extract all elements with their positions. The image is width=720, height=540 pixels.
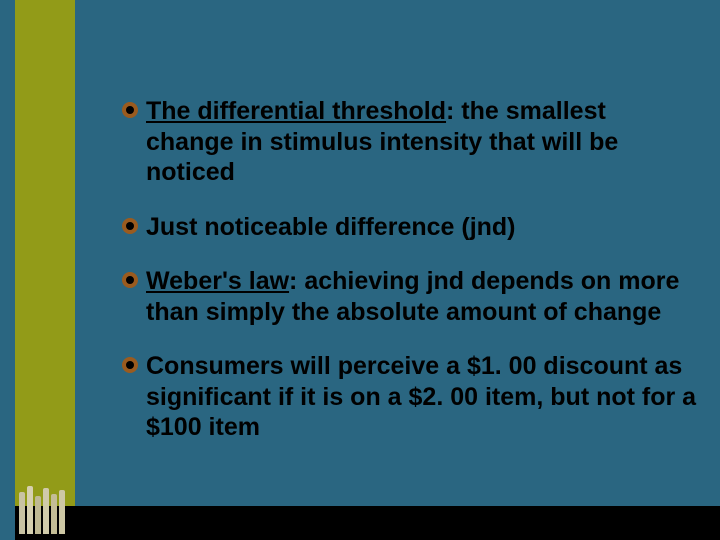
slide: The differential threshold: the smallest… bbox=[0, 0, 720, 540]
bottom-bar bbox=[15, 506, 720, 540]
deco-stick bbox=[43, 488, 49, 534]
list-item: Consumers will perceive a $1. 00 discoun… bbox=[122, 351, 697, 443]
bullet-rest: Consumers will perceive a $1. 00 discoun… bbox=[146, 352, 696, 441]
deco-stick bbox=[27, 486, 33, 534]
bullet-rest: Just noticeable difference (jnd) bbox=[146, 213, 516, 241]
list-item: Weber's law: achieving jnd depends on mo… bbox=[122, 266, 697, 327]
bullet-text: Weber's law: achieving jnd depends on mo… bbox=[146, 266, 697, 327]
bullet-icon bbox=[122, 102, 138, 118]
deco-stick bbox=[19, 492, 25, 534]
underlined-term: The differential threshold bbox=[146, 97, 446, 125]
deco-stick bbox=[59, 490, 65, 534]
bullet-icon bbox=[122, 218, 138, 234]
bullet-list: The differential threshold: the smallest… bbox=[122, 96, 697, 467]
list-item: The differential threshold: the smallest… bbox=[122, 96, 697, 188]
bullet-text: The differential threshold: the smallest… bbox=[146, 96, 697, 188]
deco-stick bbox=[51, 494, 57, 534]
bullet-icon bbox=[122, 357, 138, 373]
bullet-text: Consumers will perceive a $1. 00 discoun… bbox=[146, 351, 697, 443]
deco-stick bbox=[35, 496, 41, 534]
bullet-text: Just noticeable difference (jnd) bbox=[146, 212, 516, 243]
underlined-term: Weber's law bbox=[146, 267, 289, 295]
corner-decoration bbox=[15, 484, 75, 534]
left-accent-stripe bbox=[15, 0, 75, 540]
list-item: Just noticeable difference (jnd) bbox=[122, 212, 697, 243]
bullet-icon bbox=[122, 272, 138, 288]
